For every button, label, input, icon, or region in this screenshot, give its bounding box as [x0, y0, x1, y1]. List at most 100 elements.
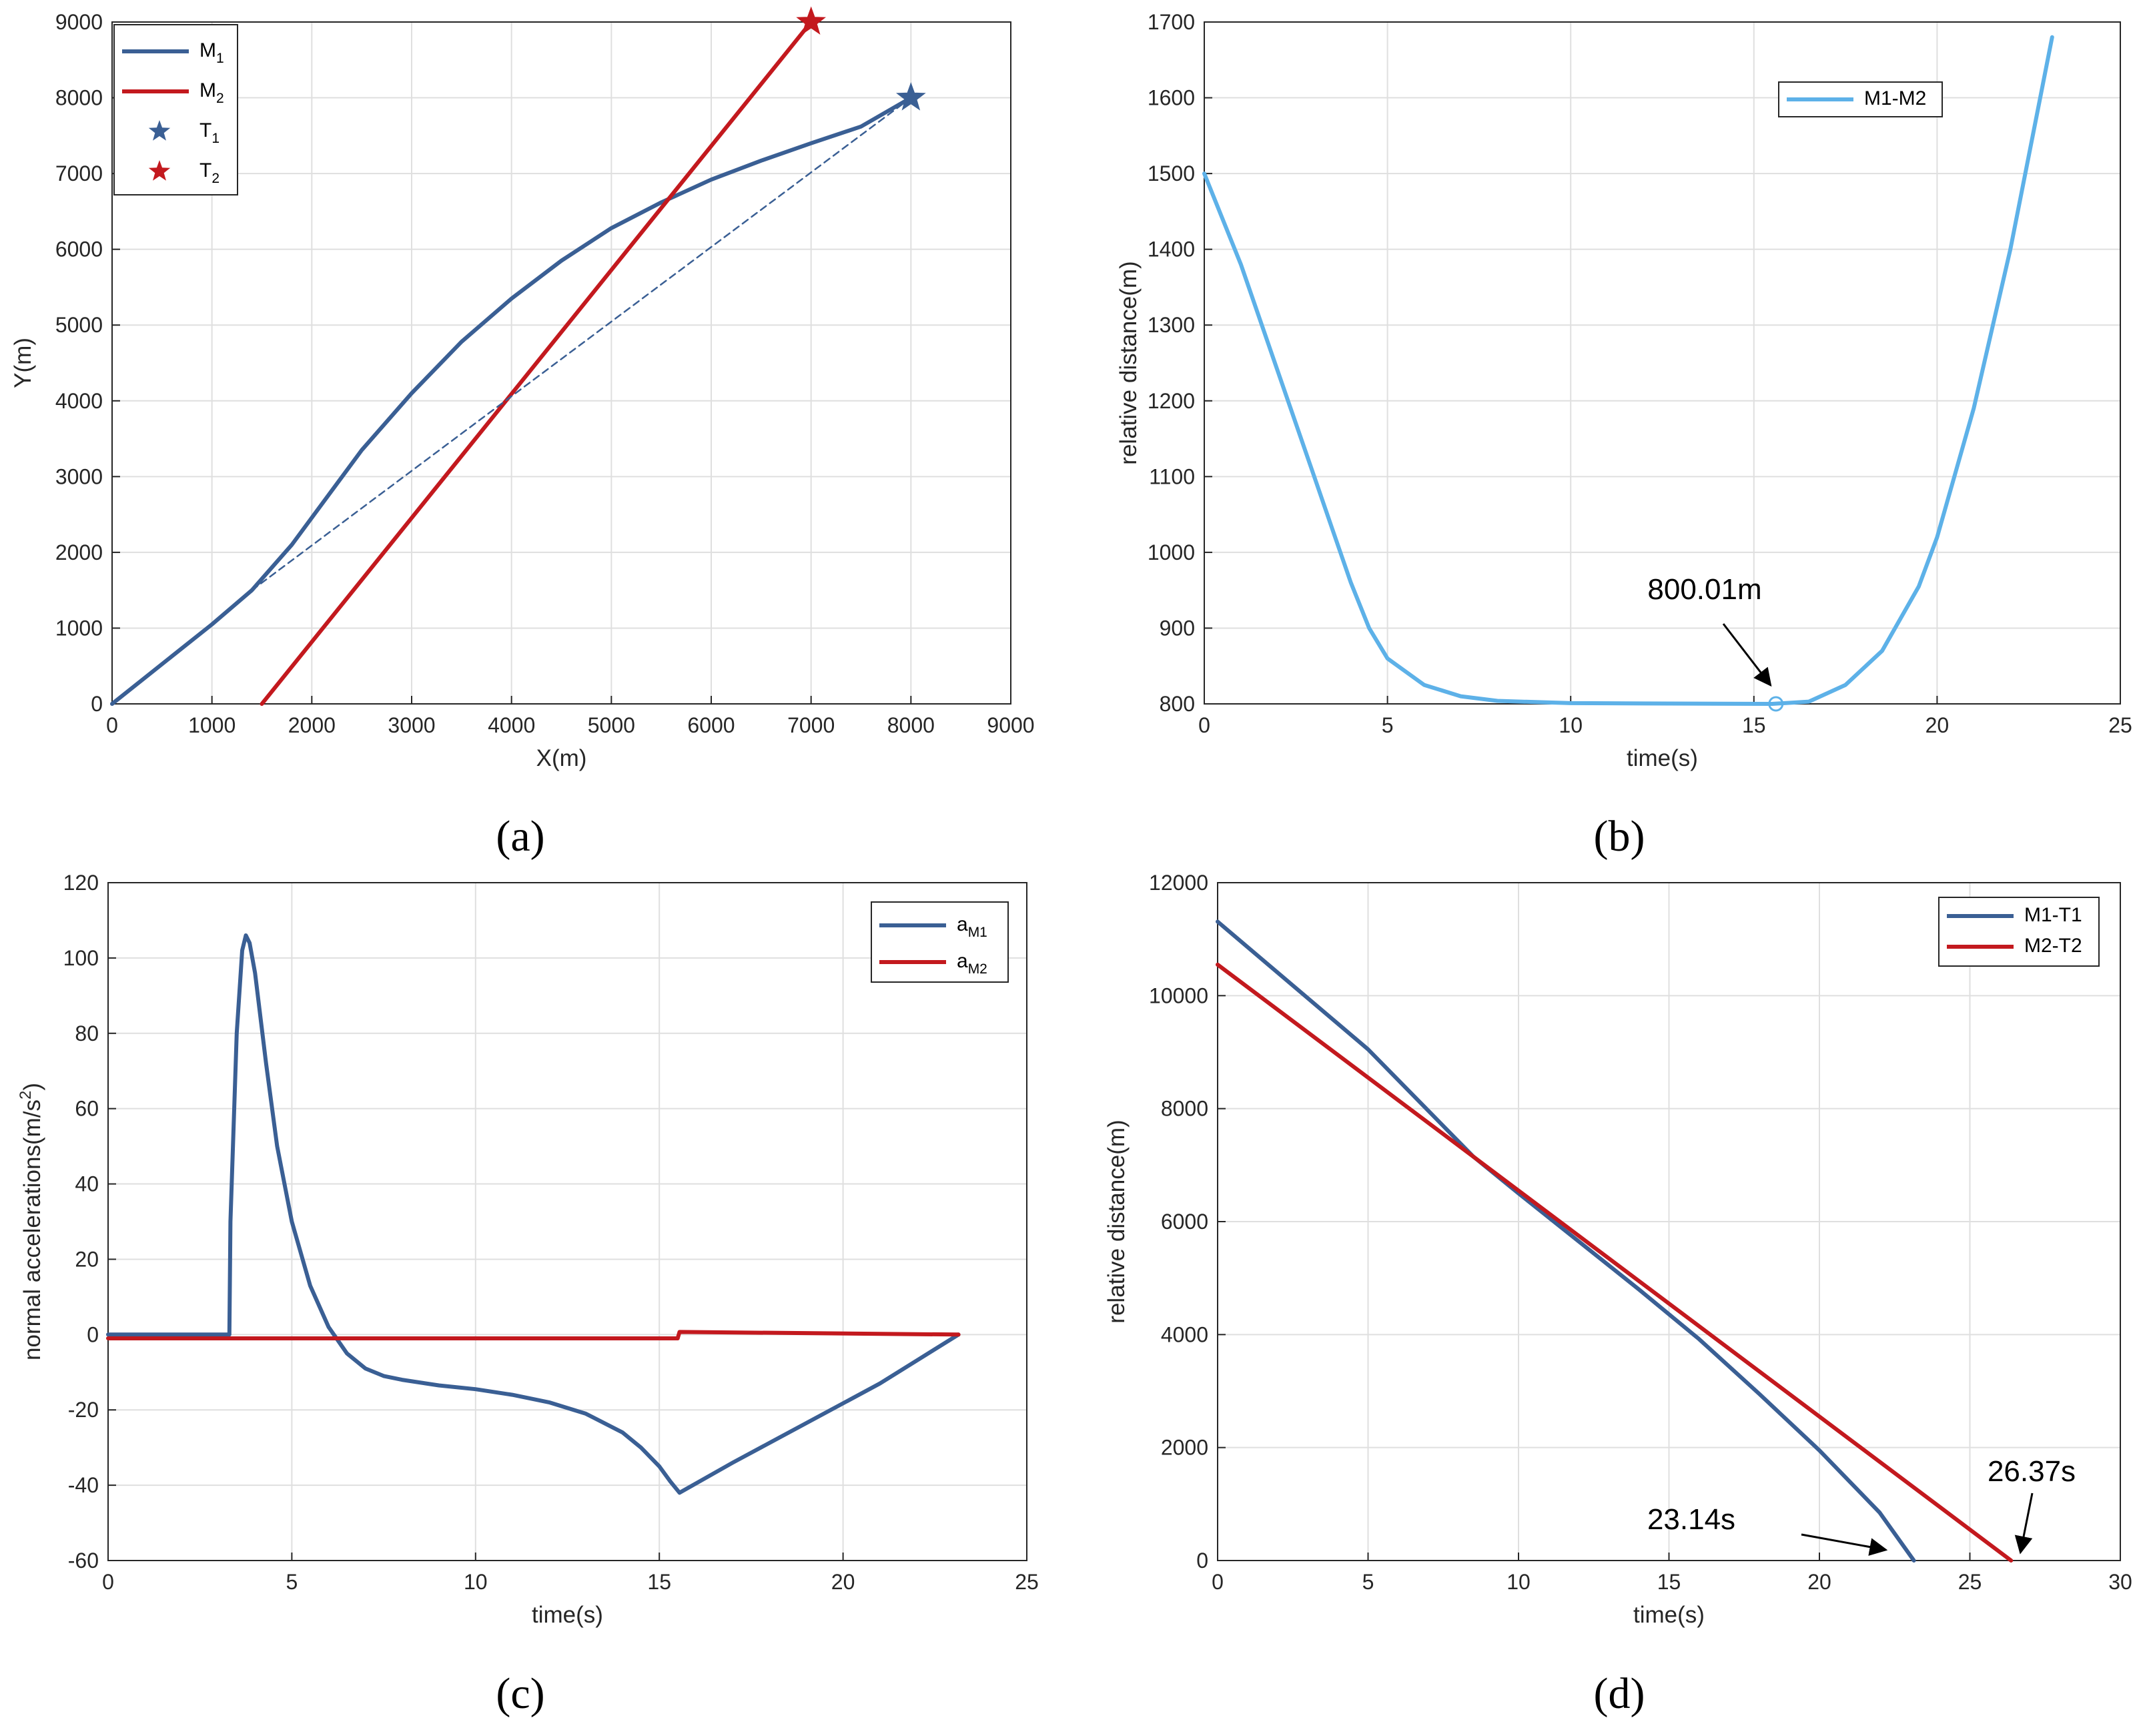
- x-tick-label: 5: [1382, 713, 1394, 737]
- x-tick-label: 15: [1742, 713, 1766, 737]
- y-axis-label-sup: 2: [17, 1091, 35, 1100]
- legend-label-sub: M1: [968, 925, 987, 940]
- x-tick-label: 25: [1958, 1570, 1982, 1594]
- y-tick-label: -20: [68, 1398, 99, 1422]
- x-tick-label: 0: [1212, 1570, 1224, 1594]
- x-tick-label: 1000: [188, 713, 236, 737]
- y-tick-label: 1000: [1148, 540, 1195, 564]
- legend-star: [148, 120, 171, 141]
- legend-label-base: T: [199, 159, 211, 181]
- x-tick-label: 15: [647, 1570, 671, 1594]
- x-axis-label: time(s): [1633, 1602, 1705, 1628]
- legend-label: M2-T2: [2024, 935, 2082, 957]
- legend-label-sub: 2: [216, 91, 224, 106]
- x-tick-label: 0: [106, 713, 118, 737]
- legend-label-base: T: [199, 119, 211, 141]
- x-tick-label: 3000: [388, 713, 435, 737]
- series-line-am2: [106, 1330, 961, 1340]
- panel-label-b: (b): [1594, 812, 1645, 861]
- x-tick-label: 5: [1362, 1570, 1374, 1594]
- y-tick-label: 6000: [55, 238, 103, 262]
- series-line-m1-t1: [1216, 919, 1916, 1563]
- y-tick-label: 1300: [1148, 313, 1195, 337]
- x-tick-label: 0: [1198, 713, 1210, 737]
- target-marker-t2: [796, 6, 827, 35]
- legend-label: M1-T1: [2024, 904, 2082, 926]
- legend-label-base: M: [199, 79, 216, 101]
- y-tick-label: 120: [63, 871, 99, 895]
- y-tick-label: -60: [68, 1549, 99, 1573]
- panel-label-c: (c): [496, 1669, 544, 1718]
- y-tick-label: 1100: [1149, 464, 1195, 488]
- legend-label: T2: [199, 159, 220, 186]
- x-tick-label: 10: [1507, 1570, 1531, 1594]
- legend: M1-T1 M2-T2: [1938, 897, 2100, 967]
- annotation-arrow: [2014, 1492, 2034, 1555]
- annotation-label: 23.14s: [1647, 1503, 1735, 1536]
- x-tick-label: 8000: [887, 713, 935, 737]
- y-tick-label: 0: [1196, 1549, 1208, 1573]
- legend-label-sub: 1: [216, 51, 224, 66]
- y-tick-label: 40: [75, 1172, 99, 1196]
- y-tick-label: 0: [87, 1322, 99, 1346]
- chart-a-trajectories: 0 1000 2000 3000 4000 5000 6000 7000 8000 9000 0 10…: [10, 6, 1035, 771]
- y-tick-label: 1000: [55, 616, 103, 640]
- x-axis-label: time(s): [532, 1602, 603, 1628]
- y-tick-label: 5000: [55, 313, 103, 337]
- y-tick-label: 2000: [1161, 1436, 1208, 1460]
- series-line-m1-line-of-sight: [251, 97, 912, 591]
- x-tick-label: 5000: [588, 713, 635, 737]
- legend-label-base: a: [957, 950, 968, 972]
- legend-label: M1: [199, 39, 224, 66]
- legend-label-base: a: [957, 913, 968, 935]
- x-tick-label: 7000: [787, 713, 835, 737]
- chart-d-distance-to-target: 0 5 10 15 20 25 30 0 2000 4000 6000 8000 10000 12000 t…: [1104, 871, 2132, 1628]
- y-axis-label: normal accelerations(m/s2): [17, 1083, 45, 1360]
- series-line-m2: [260, 20, 813, 706]
- x-axis-label: X(m): [536, 745, 587, 771]
- annotation-label: 26.37s: [1988, 1455, 2076, 1488]
- y-tick-label: 900: [1160, 616, 1195, 640]
- legend-label-sub: M2: [968, 961, 987, 977]
- panel-label-d: (d): [1594, 1669, 1645, 1718]
- y-tick-label: 20: [75, 1247, 99, 1271]
- y-tick-label: 8000: [1161, 1097, 1208, 1121]
- x-tick-label: 6000: [687, 713, 735, 737]
- x-tick-label: 10: [464, 1570, 488, 1594]
- x-tick-label: 25: [2108, 713, 2132, 737]
- y-tick-label: 1400: [1148, 238, 1195, 262]
- y-tick-label: 1600: [1148, 86, 1195, 110]
- series-line-am1: [106, 933, 961, 1495]
- series-line-m2-t2: [1216, 962, 2014, 1563]
- x-tick-label: 9000: [987, 713, 1034, 737]
- y-axis-label: relative distance(m): [1116, 261, 1142, 464]
- y-tick-label: 80: [75, 1021, 99, 1045]
- chart-b-relative-distance: 0 5 10 15 20 25 800 900 1000 1100 1200 1300 1400 1500…: [1116, 10, 2132, 771]
- legend-label-sub: 2: [211, 171, 220, 186]
- legend-label-base: M: [199, 39, 216, 61]
- y-tick-label: 1700: [1148, 10, 1195, 34]
- legend-label: aM1: [957, 913, 987, 940]
- x-tick-label: 20: [1925, 713, 1950, 737]
- legend-box: [1778, 81, 1943, 117]
- y-tick-label: 6000: [1161, 1210, 1208, 1234]
- x-tick-label: 4000: [488, 713, 535, 737]
- y-tick-label: 8000: [55, 86, 103, 110]
- y-tick-label: 800: [1160, 692, 1195, 716]
- legend-box: [871, 901, 1009, 983]
- panel-label-a: (a): [496, 812, 544, 861]
- x-axis-label: time(s): [1627, 745, 1698, 771]
- x-tick-label: 20: [1807, 1570, 1831, 1594]
- y-tick-label: 100: [63, 946, 99, 970]
- min-distance-marker: [1768, 696, 1784, 712]
- target-marker-t1: [895, 82, 926, 111]
- y-tick-label: 4000: [1161, 1322, 1208, 1346]
- legend-box: [1938, 897, 2100, 967]
- x-tick-label: 25: [1015, 1570, 1039, 1594]
- plot-frame: [107, 882, 1027, 1561]
- y-tick-label: 9000: [55, 10, 103, 34]
- y-tick-label: 12000: [1149, 871, 1208, 895]
- y-tick-label: 1500: [1148, 161, 1195, 185]
- y-tick-label: 4000: [55, 389, 103, 413]
